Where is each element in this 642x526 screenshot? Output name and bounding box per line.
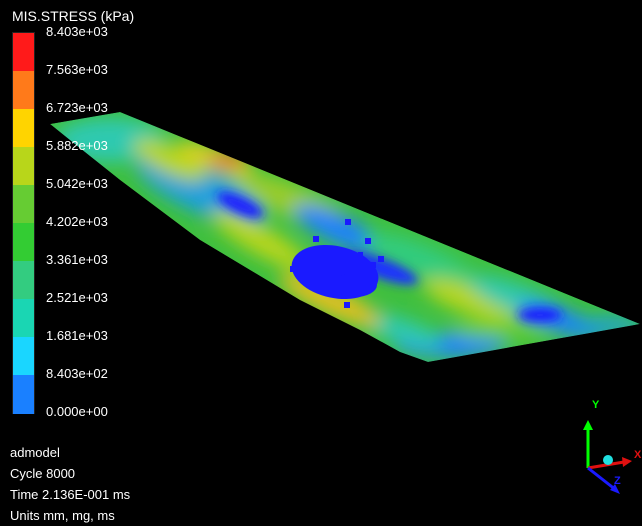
triad-x-label: X [634,449,642,461]
legend-band [13,261,34,300]
legend-color-bar [12,32,35,414]
plate-surface [50,112,640,362]
info-panel: admodel Cycle 8000 Time 2.136E-001 ms Un… [10,442,130,526]
legend-level-label: 8.403e+02 [46,366,108,381]
triad-y-label: Y [592,399,600,411]
units-readout: Units mm, mg, ms [10,508,115,523]
cycle-readout: Cycle 8000 [10,466,76,481]
axis-triad: Y X Z [583,399,642,494]
legend-level-label: 1.681e+03 [46,328,108,343]
impact-cluster [290,219,384,308]
triad-z-label: Z [614,475,621,487]
legend-level-label: 5.042e+03 [46,176,108,191]
legend-title: MIS.STRESS (kPa) [12,8,135,24]
legend-level-label: 2.521e+03 [46,290,108,305]
legend-level-label: 8.403e+03 [46,24,108,39]
legend-band [13,299,34,338]
legend-level-label: 6.723e+03 [46,100,108,115]
legend-band [13,337,34,376]
triad-origin-sphere [603,455,613,465]
model-name: admodel [10,445,60,460]
legend-band [13,375,34,414]
legend-band [13,223,34,262]
legend-band [13,33,34,72]
legend-level-label: 3.361e+03 [46,252,108,267]
time-readout: Time 2.136E-001 ms [10,487,131,502]
legend-band [13,109,34,148]
legend-band [13,185,34,224]
legend-level-label: 0.000e+00 [46,404,108,419]
legend-band [13,147,34,186]
legend-level-label: 4.202e+03 [46,214,108,229]
legend-level-label: 5.882e+03 [46,138,108,153]
legend-level-label: 7.563e+03 [46,62,108,77]
legend-band [13,71,34,110]
